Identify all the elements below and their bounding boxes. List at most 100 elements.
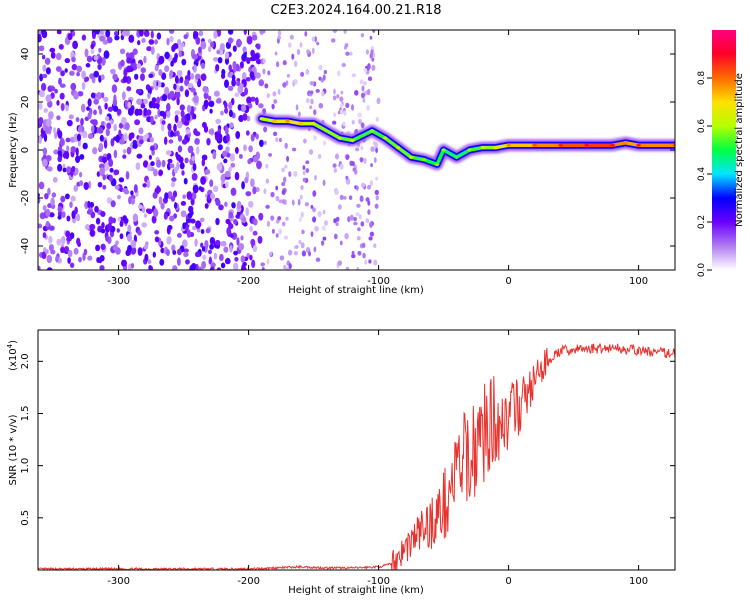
snr-x-tick-label: 0: [505, 576, 511, 587]
spectrogram-x-tick-label: 0: [505, 276, 511, 287]
noise-speckle: [309, 105, 313, 110]
noise-speckle: [81, 70, 86, 80]
ridge-segment: [409, 155, 426, 162]
noise-speckle: [55, 52, 62, 61]
noise-speckle: [70, 82, 77, 91]
noise-speckle: [87, 112, 92, 120]
noise-speckle: [351, 161, 355, 167]
noise-speckle: [287, 249, 293, 256]
noise-speckle: [354, 147, 360, 152]
noise-speckle: [163, 136, 168, 145]
noise-speckle: [275, 61, 280, 68]
noise-speckle: [180, 200, 186, 206]
noise-speckle: [132, 48, 138, 55]
noise-speckle: [183, 121, 190, 126]
noise-speckle: [343, 110, 347, 116]
noise-speckle: [238, 154, 243, 159]
noise-speckle: [159, 258, 165, 266]
noise-speckle: [173, 166, 179, 174]
noise-speckle: [339, 240, 343, 246]
noise-speckle: [191, 155, 196, 162]
noise-speckle: [152, 79, 157, 88]
noise-speckle: [66, 166, 72, 174]
noise-speckle: [232, 45, 237, 52]
noise-speckle: [240, 255, 246, 263]
noise-speckle: [50, 86, 56, 92]
ridge-segment: [285, 119, 303, 126]
noise-speckle: [181, 239, 188, 248]
noise-speckle: [293, 170, 298, 177]
noise-speckle: [176, 120, 183, 129]
noise-speckle: [337, 204, 342, 210]
noise-speckle: [106, 122, 112, 130]
noise-speckle: [64, 58, 71, 64]
noise-speckle: [167, 123, 172, 131]
noise-speckle: [221, 68, 226, 76]
noise-speckle: [198, 30, 204, 37]
noise-speckle: [367, 76, 373, 82]
noise-speckle: [375, 116, 379, 122]
colorbar-tick-label: 0.6: [697, 119, 707, 134]
noise-speckle: [209, 179, 214, 187]
noise-speckle: [60, 70, 65, 77]
noise-speckle: [263, 126, 268, 133]
noise-speckle: [223, 158, 228, 164]
noise-speckle: [51, 192, 57, 198]
ridge-point: [480, 146, 485, 149]
noise-speckle: [250, 133, 255, 142]
noise-speckle: [282, 82, 287, 88]
noise-speckle: [154, 236, 160, 243]
noise-speckle: [366, 184, 372, 190]
noise-speckle: [321, 91, 325, 97]
noise-speckle: [305, 98, 310, 104]
noise-speckle: [143, 30, 150, 38]
noise-speckle: [158, 196, 163, 205]
noise-speckle: [261, 267, 265, 270]
noise-speckle: [164, 192, 169, 200]
ridge-segment: [493, 143, 511, 150]
noise-speckle: [361, 85, 365, 92]
noise-speckle: [150, 30, 154, 39]
noise-speckle: [141, 222, 148, 228]
noise-speckle: [102, 39, 109, 45]
noise-speckle: [69, 262, 75, 268]
noise-speckle: [359, 157, 364, 162]
noise-speckle: [98, 142, 104, 152]
noise-speckle: [148, 154, 153, 160]
noise-speckle: [363, 68, 368, 73]
noise-speckle: [64, 68, 68, 73]
noise-speckle: [356, 236, 361, 241]
noise-speckle: [296, 48, 301, 56]
noise-speckle: [186, 113, 191, 122]
noise-speckle: [172, 265, 178, 270]
noise-speckle: [149, 137, 154, 143]
noise-speckle: [281, 182, 286, 186]
ridge-point: [259, 117, 264, 121]
noise-speckle: [100, 228, 106, 234]
noise-speckle: [130, 197, 136, 205]
noise-speckle: [78, 171, 83, 178]
spectrogram-y-tick-label: 20: [20, 96, 31, 109]
noise-speckle: [224, 79, 229, 88]
noise-speckle: [229, 122, 234, 129]
noise-speckle: [59, 92, 65, 100]
noise-speckle: [180, 110, 185, 118]
colorbar-gradient: [712, 30, 736, 270]
noise-speckle: [200, 242, 204, 248]
noise-speckle: [226, 133, 230, 143]
noise-speckle: [64, 246, 70, 253]
noise-speckle: [213, 90, 220, 97]
noise-speckle: [134, 73, 139, 80]
noise-speckle: [223, 246, 229, 253]
noise-speckle: [90, 48, 95, 54]
noise-speckle: [190, 87, 196, 93]
noise-speckle: [185, 128, 191, 135]
noise-speckle: [262, 108, 267, 115]
noise-speckle: [212, 151, 216, 158]
noise-speckle: [100, 57, 106, 66]
noise-speckle: [224, 170, 231, 178]
noise-speckle: [212, 185, 219, 193]
snr-y-tick-label: 1.0: [20, 458, 31, 474]
noise-speckle: [56, 115, 61, 121]
